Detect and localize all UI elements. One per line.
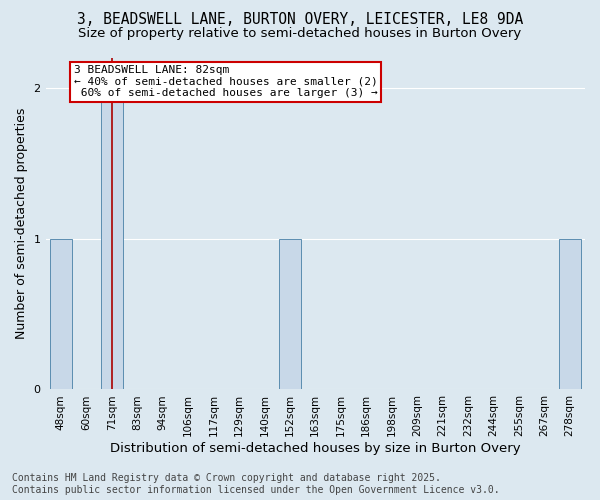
X-axis label: Distribution of semi-detached houses by size in Burton Overy: Distribution of semi-detached houses by … [110, 442, 521, 455]
Text: 3, BEADSWELL LANE, BURTON OVERY, LEICESTER, LE8 9DA: 3, BEADSWELL LANE, BURTON OVERY, LEICEST… [77, 12, 523, 28]
Y-axis label: Number of semi-detached properties: Number of semi-detached properties [15, 108, 28, 339]
Text: Contains HM Land Registry data © Crown copyright and database right 2025.
Contai: Contains HM Land Registry data © Crown c… [12, 474, 500, 495]
Bar [279, 238, 301, 390]
Text: 3 BEADSWELL LANE: 82sqm
← 40% of semi-detached houses are smaller (2)
 60% of se: 3 BEADSWELL LANE: 82sqm ← 40% of semi-de… [74, 65, 377, 98]
Bar [101, 88, 122, 390]
Bar [559, 238, 581, 390]
Text: Size of property relative to semi-detached houses in Burton Overy: Size of property relative to semi-detach… [79, 28, 521, 40]
Bar [50, 238, 71, 390]
